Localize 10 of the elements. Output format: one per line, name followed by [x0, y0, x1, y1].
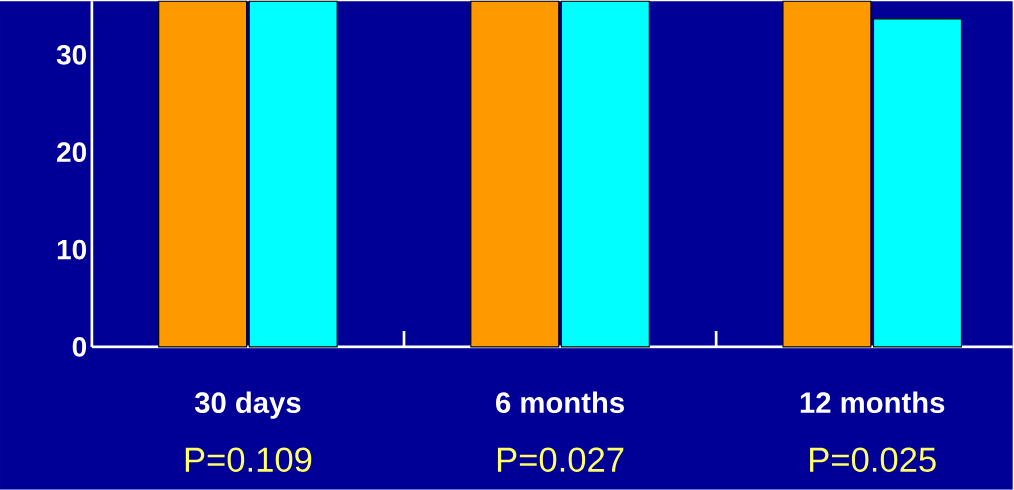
- text: P=0.025: [810, 447, 936, 473]
- y-tick-label: 30: [56, 45, 87, 65]
- y-tick-label: 20: [57, 142, 87, 163]
- text: P=0.109: [185, 447, 312, 473]
- text: P=0.027: [497, 447, 624, 473]
- y-tick-label: 0: [72, 337, 87, 357]
- x-tick-label: 12 months: [800, 391, 945, 414]
- x-tick-label: 30 days: [194, 391, 301, 419]
- y-tick-label: 10: [57, 239, 87, 260]
- x-tick-label: 6 months: [496, 391, 624, 414]
